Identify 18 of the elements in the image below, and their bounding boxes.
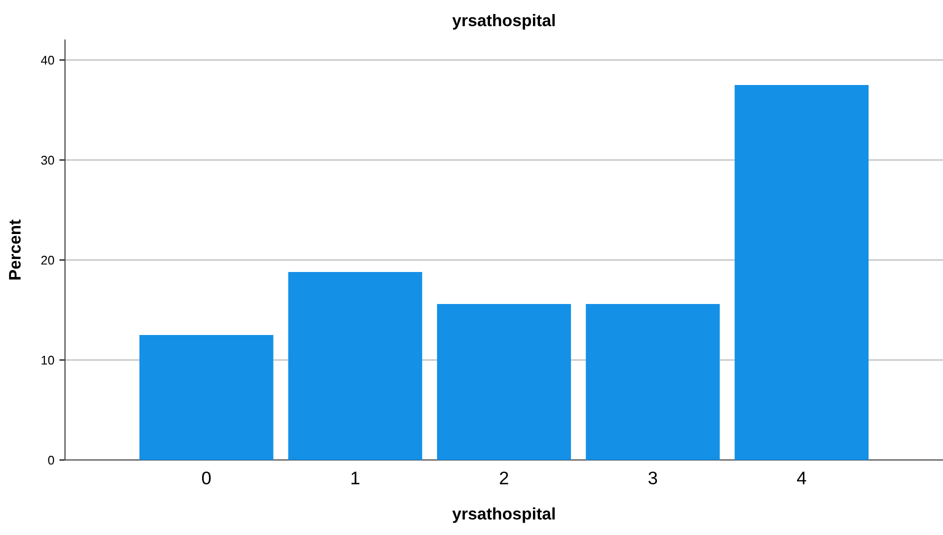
x-tick-label: 2 — [500, 472, 508, 484]
y-tick-label: 40 — [40, 56, 54, 65]
x-tick-label: 3 — [648, 472, 658, 484]
x-tick-label: 0 — [202, 472, 211, 484]
y-axis-title: Percent — [9, 220, 21, 280]
x-axis-title: yrsathospital — [452, 507, 555, 523]
bar — [586, 304, 720, 460]
x-tick-label: 1 — [352, 472, 360, 484]
bar — [139, 335, 274, 460]
y-tick-label: 10 — [42, 356, 54, 365]
chart-title: yrsathospital — [452, 14, 555, 30]
bar — [437, 304, 571, 460]
bar — [734, 85, 869, 460]
x-tick-label: 4 — [797, 472, 806, 484]
y-tick-label: 30 — [41, 156, 54, 165]
y-tick-label: 0 — [48, 456, 54, 465]
bar — [288, 272, 422, 460]
y-tick-label: 20 — [41, 256, 54, 265]
